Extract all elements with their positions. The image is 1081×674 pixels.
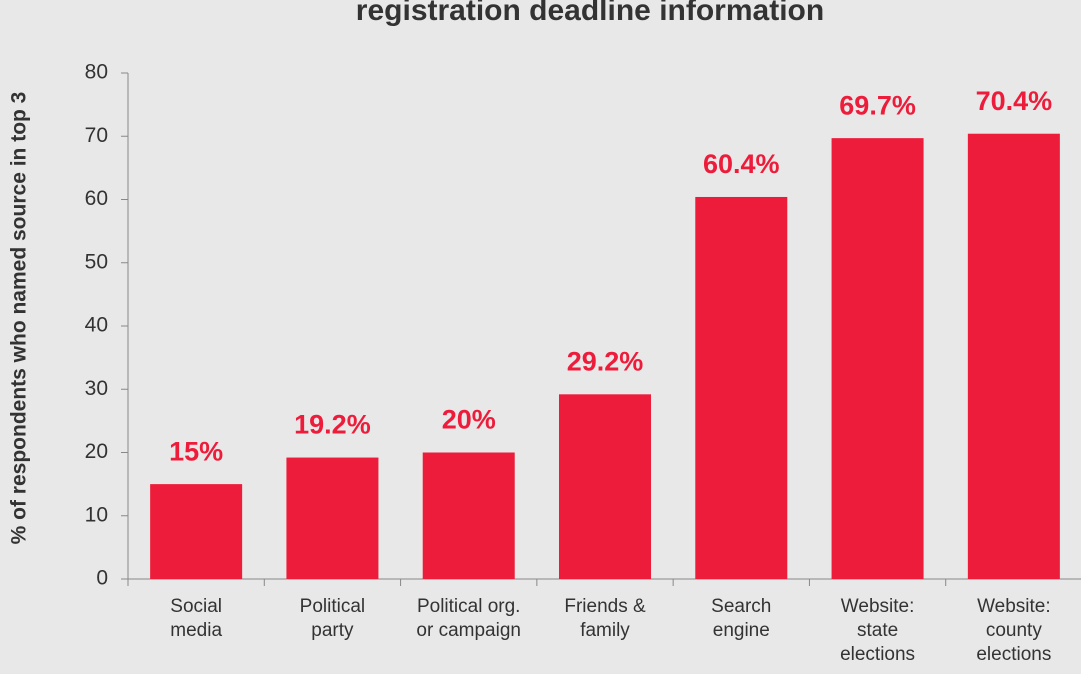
bar	[967, 133, 1060, 579]
y-tick-label: 40	[85, 314, 108, 337]
value-label: 70.4%	[976, 86, 1053, 116]
x-tick-label: Political party	[300, 596, 365, 641]
y-tick-label: 30	[85, 377, 108, 400]
y-tick-label: 10	[85, 503, 108, 526]
bar	[559, 394, 651, 579]
value-label: 69.7%	[839, 90, 916, 120]
y-tick-label: 70	[85, 124, 108, 147]
x-tick-label: Search engine	[711, 596, 771, 641]
y-tick-label: 0	[96, 567, 108, 590]
chart-title: registration deadline information	[356, 0, 824, 27]
bar	[286, 457, 379, 579]
y-tick-label: 20	[85, 440, 108, 463]
value-label: 20%	[442, 405, 496, 435]
bar	[695, 196, 788, 579]
value-label: 15%	[169, 436, 223, 466]
x-tick-label: Website: state elections	[840, 596, 915, 665]
x-tick-label: Political org. or campaign	[416, 596, 521, 641]
value-label: 60.4%	[703, 149, 780, 179]
y-tick-label: 50	[85, 250, 108, 273]
x-tick-label: Friends & family	[564, 596, 646, 641]
value-label: 19.2%	[294, 410, 371, 440]
value-label: 29.2%	[567, 346, 644, 376]
bar	[422, 452, 515, 579]
y-tick-label: 80	[85, 61, 108, 84]
y-tick-label: 60	[85, 187, 108, 210]
bar	[831, 138, 924, 579]
bar	[150, 484, 243, 579]
x-tick-label: Website: county elections	[976, 596, 1051, 665]
y-axis-label: % of respondents who named source in top…	[8, 92, 31, 545]
x-tick-label: Social media	[170, 596, 222, 641]
